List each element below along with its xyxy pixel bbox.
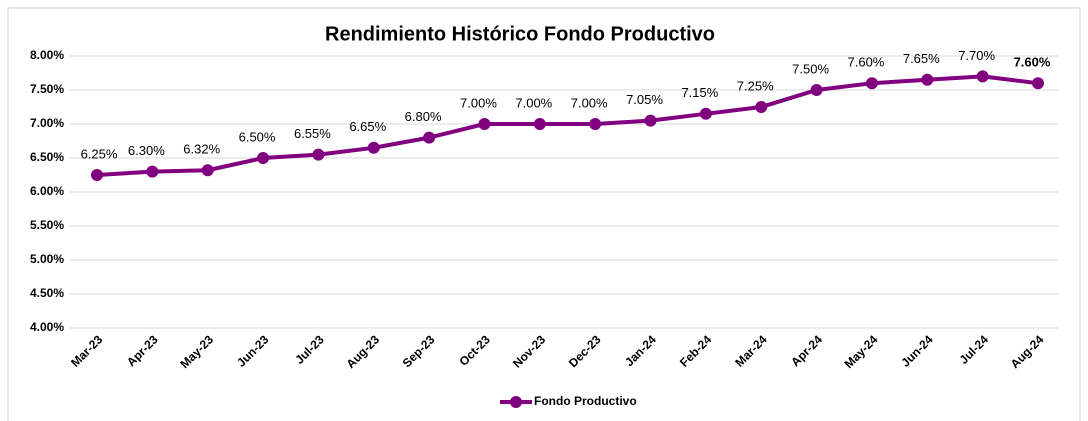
- data-point: [810, 84, 823, 96]
- data-label: 6.32%: [183, 142, 220, 157]
- data-point: [312, 148, 325, 161]
- y-tick-label: 4.50%: [30, 286, 64, 300]
- x-tick-label: Apr-24: [788, 332, 825, 369]
- y-tick-label: 6.50%: [30, 150, 64, 164]
- x-tick-label: Jul-24: [957, 332, 992, 367]
- chart-title: Rendimiento Histórico Fondo Productivo: [325, 23, 715, 45]
- y-tick-label: 4.00%: [30, 320, 64, 334]
- data-label: 6.55%: [294, 126, 331, 141]
- x-tick-label: Aug-23: [343, 332, 382, 371]
- data-label: 6.50%: [239, 129, 276, 144]
- data-label: 6.65%: [349, 119, 386, 134]
- y-tick-label: 8.00%: [30, 48, 64, 62]
- data-point: [533, 118, 546, 130]
- data-label: 7.15%: [681, 85, 718, 100]
- x-tick-label: Mar-24: [732, 332, 769, 369]
- x-tick-label: Apr-23: [124, 332, 161, 369]
- data-label: 7.00%: [460, 95, 497, 110]
- chart-frame: [7, 7, 1081, 421]
- x-tick-label: Sep-23: [400, 332, 438, 370]
- data-point: [865, 77, 878, 90]
- y-tick-label: 5.00%: [30, 252, 64, 266]
- data-label: 7.60%: [1014, 55, 1051, 70]
- data-point: [699, 107, 712, 120]
- data-point: [91, 169, 103, 181]
- data-label: 7.65%: [903, 51, 940, 66]
- data-point: [976, 70, 989, 83]
- data-label: 7.05%: [626, 92, 663, 107]
- x-tick-label: Nov-23: [510, 332, 548, 370]
- x-tick-label: Jun-24: [898, 332, 935, 369]
- data-point: [589, 118, 602, 130]
- data-label: 7.00%: [571, 95, 608, 110]
- x-tick-label: Jan-24: [622, 332, 659, 369]
- data-label: 7.60%: [848, 55, 885, 70]
- data-label: 6.25%: [81, 146, 118, 161]
- data-point: [257, 152, 270, 164]
- data-label: 7.70%: [958, 48, 995, 63]
- data-point: [201, 164, 214, 177]
- data-point: [423, 131, 436, 144]
- x-tick-label: Aug-24: [1008, 332, 1047, 371]
- data-label: 6.80%: [405, 109, 442, 124]
- x-tick-label: Feb-24: [677, 332, 714, 369]
- x-tick-label: Jun-23: [234, 332, 271, 369]
- data-point: [478, 118, 491, 130]
- data-point: [644, 114, 657, 127]
- y-tick-label: 7.50%: [30, 82, 64, 96]
- data-point: [1032, 77, 1044, 90]
- legend-marker: [510, 396, 522, 408]
- data-point: [921, 73, 934, 86]
- x-tick-label: Mar-23: [68, 332, 105, 369]
- x-tick-label: Dec-23: [566, 332, 604, 370]
- y-tick-label: 7.00%: [30, 116, 64, 130]
- series-line: [96, 74, 1039, 177]
- x-tick-label: May-24: [842, 332, 881, 371]
- x-tick-label: Oct-23: [457, 332, 494, 369]
- data-label: 7.25%: [737, 78, 774, 93]
- y-tick-label: 6.00%: [30, 184, 64, 198]
- legend-label: Fondo Productivo: [534, 394, 637, 408]
- y-tick-label: 5.50%: [30, 218, 64, 232]
- data-label: 7.00%: [515, 95, 552, 110]
- data-label: 7.50%: [792, 61, 829, 76]
- data-point: [367, 141, 380, 154]
- x-tick-label: Jul-23: [292, 332, 327, 367]
- data-point: [755, 101, 768, 113]
- data-label: 6.30%: [128, 143, 165, 158]
- data-point: [146, 165, 159, 178]
- x-tick-label: May-23: [177, 332, 216, 371]
